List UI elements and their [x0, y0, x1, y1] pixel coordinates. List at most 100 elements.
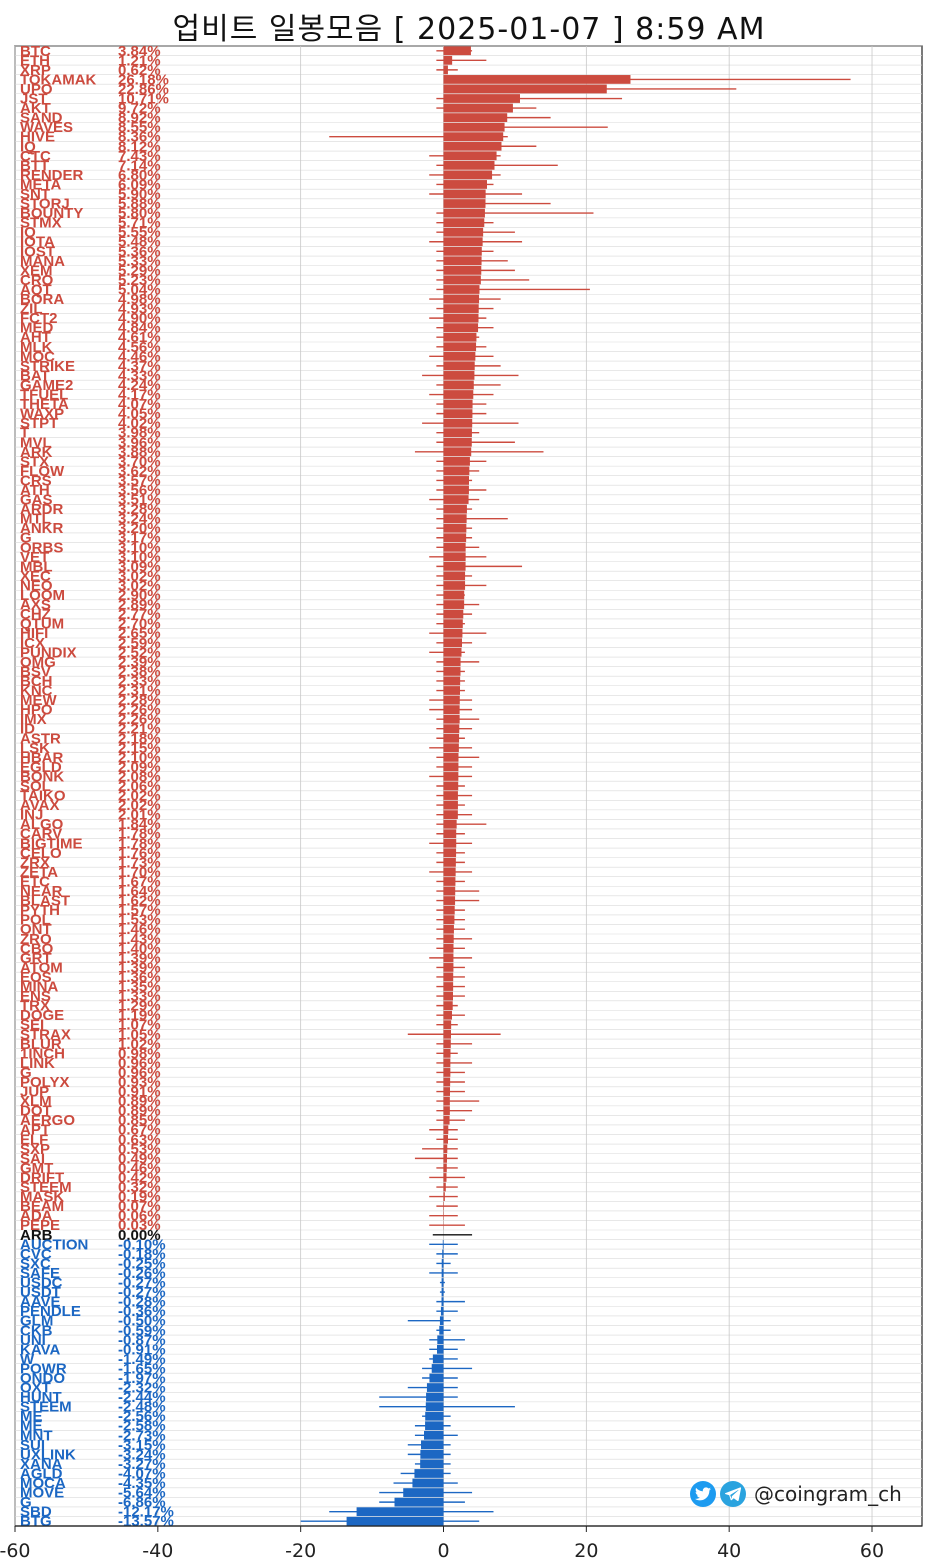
percent-label: -0.59%	[118, 1322, 166, 1339]
brand-watermark: @coingram_ch	[690, 1480, 902, 1508]
bar	[443, 590, 465, 600]
bar	[443, 810, 458, 820]
symbol-label: 1INCH	[20, 1045, 65, 1062]
symbol-label: MLK	[20, 339, 53, 356]
bar	[443, 456, 470, 466]
percent-label: 0.32%	[118, 1179, 161, 1196]
percent-label: -0.18%	[118, 1246, 166, 1263]
bar	[432, 1354, 444, 1364]
percent-label: -2.73%	[118, 1427, 166, 1444]
symbol-label: ARK	[20, 444, 53, 461]
symbol-label: AQT	[20, 281, 52, 298]
symbol-label: AGLD	[20, 1465, 63, 1482]
percent-label: 4.24%	[118, 377, 161, 394]
percent-label: 1.07%	[118, 1017, 161, 1034]
percent-label: 2.09%	[118, 759, 161, 776]
bar	[443, 657, 461, 667]
percent-label: 5.48%	[118, 234, 161, 251]
bar	[420, 1449, 444, 1459]
symbol-label: ID	[20, 721, 35, 738]
symbol-label: XANA	[20, 1456, 63, 1473]
symbol-label: ALGO	[20, 816, 64, 833]
percent-label: 4.61%	[118, 329, 161, 346]
bar	[443, 237, 483, 247]
percent-label: -0.50%	[118, 1313, 166, 1330]
bar	[443, 752, 459, 762]
symbol-label: GRT	[20, 950, 52, 967]
percent-label: 2.18%	[118, 730, 161, 747]
percent-label: 3.02%	[118, 568, 161, 585]
symbol-label: JST	[20, 91, 48, 108]
symbol-label: ZRX	[20, 854, 50, 871]
bar	[443, 714, 460, 724]
bar	[443, 1058, 451, 1068]
percent-label: 1.36%	[118, 969, 161, 986]
bar	[443, 294, 480, 304]
percent-label: 3.70%	[118, 453, 161, 470]
bar	[431, 1364, 444, 1373]
symbol-label: STEEM	[20, 1179, 72, 1196]
percent-label: 4.05%	[118, 406, 161, 423]
percent-label: -3.24%	[118, 1446, 166, 1463]
symbol-label: STX	[20, 453, 49, 470]
symbol-label: GLM	[20, 1313, 53, 1330]
percent-label: 0.89%	[118, 1093, 161, 1110]
percent-label: -0.25%	[118, 1255, 166, 1272]
percent-label: 2.08%	[118, 768, 161, 785]
percent-label: -4.35%	[118, 1475, 166, 1492]
bar	[443, 600, 465, 609]
percent-label: 0.53%	[118, 1141, 161, 1158]
symbol-label: G	[20, 1494, 32, 1511]
percent-label: 1.78%	[118, 835, 161, 852]
symbol-label: STRAX	[20, 1026, 71, 1043]
bar	[443, 676, 461, 686]
symbol-label: XRP	[20, 62, 51, 79]
percent-label: 0.91%	[118, 1084, 161, 1101]
bar	[443, 428, 472, 438]
percent-label: 5.80%	[118, 205, 161, 222]
bar	[443, 514, 467, 524]
symbol-label: JUP	[20, 1084, 49, 1101]
symbol-label: MNT	[20, 1427, 53, 1444]
bar	[443, 418, 473, 428]
symbol-label: ME	[20, 1408, 43, 1425]
x-tick-label: -20	[285, 1540, 316, 1562]
percent-label: 4.02%	[118, 415, 161, 432]
symbol-label: KAVA	[20, 1341, 60, 1358]
bar	[443, 1087, 451, 1096]
percent-label: 3.98%	[118, 425, 161, 442]
percent-label: 1.73%	[118, 854, 161, 871]
bar	[443, 199, 486, 208]
percent-label: 1.39%	[118, 959, 161, 976]
symbol-label: STEEM	[20, 1399, 72, 1416]
symbol-label: THETA	[20, 396, 69, 413]
symbol-label: IOTA	[20, 234, 55, 251]
bar	[441, 1278, 444, 1287]
symbol-label: MVL	[20, 434, 52, 451]
bar	[441, 1259, 444, 1268]
symbol-label: STRIKE	[20, 358, 75, 375]
symbol-label: DRIFT	[20, 1169, 64, 1186]
symbol-label: DOGE	[20, 1007, 64, 1024]
symbol-label: ICX	[20, 635, 45, 652]
percent-label: 4.17%	[118, 387, 161, 404]
percent-label: 8.92%	[118, 110, 161, 127]
percent-label: 3.28%	[118, 501, 161, 518]
symbol-label: IMX	[20, 711, 47, 728]
percent-label: 26.18%	[118, 71, 169, 88]
percent-label: 3.17%	[118, 530, 161, 547]
percent-label: 0.98%	[118, 1045, 161, 1062]
bar	[443, 189, 486, 199]
bar	[443, 485, 469, 495]
telegram-icon	[720, 1481, 746, 1507]
symbol-label: AHT	[20, 329, 51, 346]
percent-label: 10.71%	[118, 91, 169, 108]
percent-label: 1.33%	[118, 988, 161, 1005]
bar	[443, 342, 477, 352]
percent-label: 3.56%	[118, 482, 161, 499]
percent-label: -0.26%	[118, 1265, 166, 1282]
symbol-label: W	[20, 1351, 35, 1368]
symbol-label: DOT	[20, 1103, 52, 1120]
symbol-label: EGLD	[20, 759, 62, 776]
